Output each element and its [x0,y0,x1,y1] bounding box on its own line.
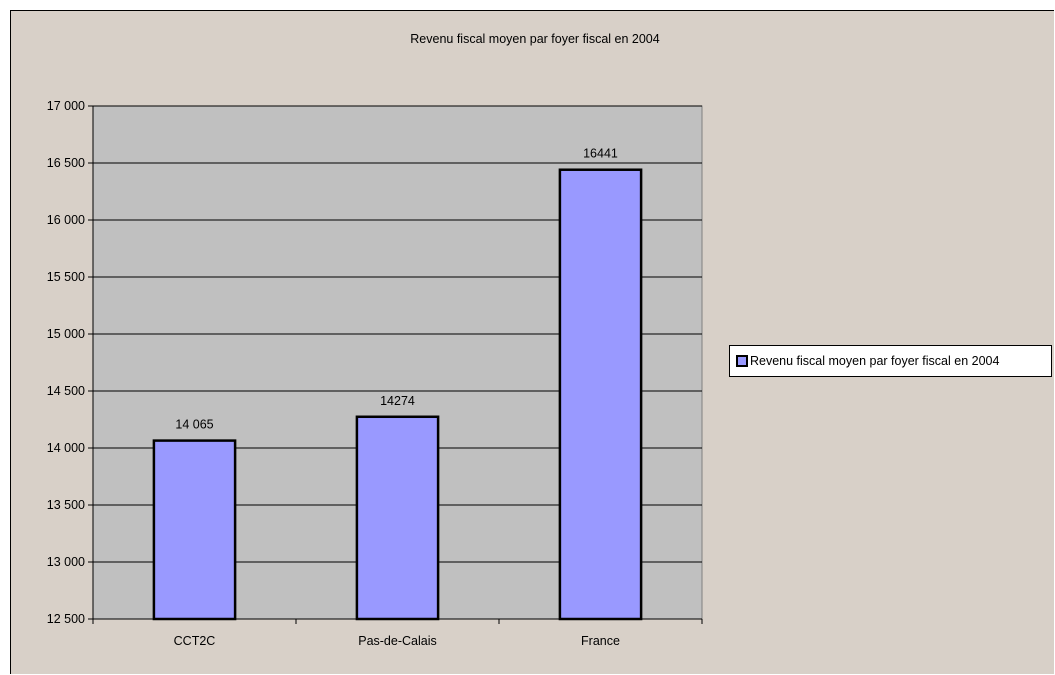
y-tick-label: 14 500 [47,384,85,398]
bars [152,168,643,621]
y-tick-label: 12 500 [47,612,85,626]
y-tick-label: 15 000 [47,327,85,341]
data-labels: 14 065 14274 16441 [175,147,618,432]
bar-cct2c [152,439,237,621]
y-tick-label: 13 000 [47,555,85,569]
legend: Revenu fiscal moyen par foyer fiscal en … [729,345,1052,377]
y-tick-label: 16 000 [47,213,85,227]
x-tick-label: CCT2C [174,634,216,648]
bar-france [558,168,643,621]
legend-label: Revenu fiscal moyen par foyer fiscal en … [750,354,1000,368]
y-tick-label: 13 500 [47,498,85,512]
data-label: 14 065 [175,418,213,432]
x-tick-label: France [581,634,620,648]
y-tick-label: 17 000 [47,99,85,113]
legend-swatch [736,355,748,367]
data-label: 16441 [583,147,618,161]
chart-title: Revenu fiscal moyen par foyer fiscal en … [410,32,659,46]
data-label: 14274 [380,394,415,408]
y-tick-label: 15 500 [47,270,85,284]
x-tick-label: Pas-de-Calais [358,634,437,648]
y-tick-label: 16 500 [47,156,85,170]
bar-pas-de-calais [355,415,440,621]
y-tick-label: 14 000 [47,441,85,455]
